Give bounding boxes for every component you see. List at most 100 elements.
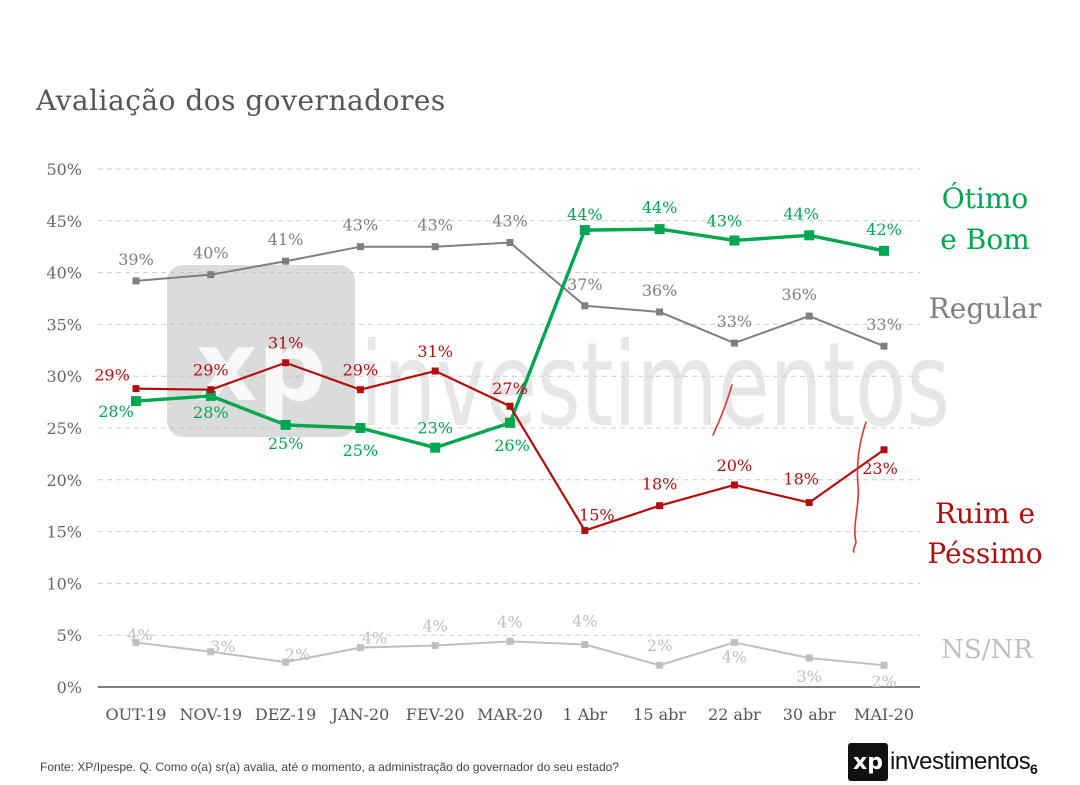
- legend-label-nsnr: NS/NR: [941, 635, 1034, 665]
- x-tick-label: JAN-20: [330, 705, 390, 724]
- data-label-otimo: 28%: [98, 402, 134, 421]
- page-number: 6: [1030, 761, 1038, 777]
- data-label-regular: 36%: [781, 285, 817, 304]
- point-ruim: [581, 527, 589, 535]
- x-tick-label: 22 abr: [708, 705, 761, 724]
- point-nsnr: [880, 661, 888, 669]
- point-regular: [656, 308, 664, 316]
- data-label-otimo: 25%: [268, 434, 304, 453]
- data-label-otimo: 28%: [193, 403, 229, 422]
- legend-label-ruim: Ruim e: [935, 497, 1035, 530]
- point-nsnr: [581, 641, 589, 649]
- data-label-ruim: 31%: [268, 334, 304, 353]
- point-nsnr: [356, 644, 364, 652]
- data-label-nsnr: 3%: [210, 637, 235, 656]
- point-regular: [880, 342, 888, 350]
- xp-logo-mark: xp: [848, 743, 888, 781]
- y-tick-label: 25%: [46, 419, 82, 438]
- point-otimo: [131, 396, 141, 407]
- point-nsnr: [506, 637, 514, 645]
- x-tick-label: OUT-19: [106, 705, 167, 724]
- data-label-regular: 43%: [492, 212, 528, 231]
- data-label-ruim: 20%: [717, 456, 753, 475]
- y-tick-label: 5%: [57, 626, 82, 645]
- data-label-regular: 39%: [118, 250, 154, 269]
- y-tick-label: 15%: [46, 523, 82, 542]
- data-label-regular: 41%: [268, 230, 304, 249]
- legend-label-regular: Regular: [929, 292, 1042, 325]
- data-label-ruim: 29%: [343, 361, 379, 380]
- point-nsnr: [730, 638, 738, 646]
- data-label-regular: 40%: [193, 244, 229, 263]
- point-otimo: [654, 224, 665, 235]
- data-label-nsnr: 2%: [647, 636, 672, 655]
- data-label-otimo: 44%: [567, 205, 603, 224]
- point-otimo: [505, 417, 515, 428]
- x-tick-label: MAI-20: [854, 705, 914, 724]
- point-otimo: [879, 245, 889, 256]
- x-tick-label: 1 Abr: [562, 705, 607, 724]
- y-tick-label: 40%: [46, 264, 82, 283]
- x-tick-label: 30 abr: [783, 705, 836, 724]
- y-tick-label: 10%: [46, 574, 82, 593]
- source-note: Fonte: XP/Ipespe. Q. Como o(a) sr(a) ava…: [40, 760, 619, 774]
- data-label-otimo: 23%: [417, 419, 453, 438]
- legend-label-otimo: e Bom: [940, 223, 1029, 256]
- data-label-otimo: 44%: [783, 204, 819, 223]
- data-label-nsnr: 4%: [127, 625, 152, 644]
- data-label-nsnr: 4%: [722, 647, 747, 666]
- xp-logo-text: investimentos: [890, 748, 1031, 775]
- data-label-ruim: 18%: [642, 475, 678, 494]
- data-label-nsnr: 4%: [362, 629, 387, 648]
- watermark-xp: xp: [196, 311, 327, 423]
- point-ruim: [880, 446, 888, 454]
- point-nsnr: [207, 648, 215, 656]
- x-tick-label: DEZ-19: [255, 705, 316, 724]
- point-otimo: [280, 419, 291, 430]
- point-regular: [431, 243, 439, 251]
- x-tick-label: MAR-20: [477, 705, 543, 724]
- point-nsnr: [431, 642, 439, 650]
- point-ruim: [282, 359, 290, 367]
- data-label-nsnr: 4%: [572, 612, 597, 631]
- data-label-ruim: 31%: [417, 342, 453, 361]
- data-label-ruim: 27%: [492, 379, 528, 398]
- data-label-nsnr: 4%: [423, 617, 448, 636]
- series-line-nsnr: [135, 640, 885, 667]
- data-label-otimo: 25%: [343, 441, 379, 460]
- data-label-ruim: 29%: [94, 366, 130, 385]
- point-regular: [282, 257, 290, 265]
- y-tick-label: 30%: [46, 367, 82, 386]
- y-tick-label: 50%: [46, 160, 82, 179]
- point-ruim: [207, 386, 215, 394]
- data-label-otimo: 26%: [494, 436, 530, 455]
- x-tick-label: FEV-20: [406, 705, 465, 724]
- data-label-ruim: 15%: [579, 506, 615, 525]
- point-regular: [356, 243, 364, 251]
- point-regular: [805, 312, 813, 320]
- y-tick-label: 20%: [46, 471, 82, 490]
- annotation-stroke: [852, 421, 867, 553]
- xp-logo: xp investimentos: [848, 742, 1031, 782]
- point-regular: [730, 339, 738, 347]
- point-otimo: [579, 225, 590, 236]
- x-tick-label: 15 abr: [633, 705, 686, 724]
- data-label-regular: 33%: [866, 315, 902, 334]
- data-label-otimo: 42%: [866, 220, 902, 239]
- y-tick-label: 0%: [57, 678, 82, 697]
- point-otimo: [355, 423, 366, 433]
- data-label-nsnr: 2%: [871, 672, 896, 691]
- point-otimo: [804, 230, 815, 241]
- chart-title: Avaliação dos governadores: [36, 84, 446, 117]
- data-label-regular: 33%: [717, 312, 753, 331]
- data-label-nsnr: 4%: [497, 612, 522, 631]
- data-label-otimo: 44%: [642, 198, 678, 217]
- point-ruim: [506, 402, 514, 410]
- data-label-ruim: 23%: [862, 459, 898, 478]
- point-nsnr: [282, 658, 290, 666]
- data-label-regular: 36%: [642, 281, 678, 300]
- point-otimo: [430, 442, 441, 453]
- watermark-text: investimentos: [360, 318, 950, 453]
- point-regular: [207, 271, 215, 279]
- point-ruim: [356, 386, 364, 394]
